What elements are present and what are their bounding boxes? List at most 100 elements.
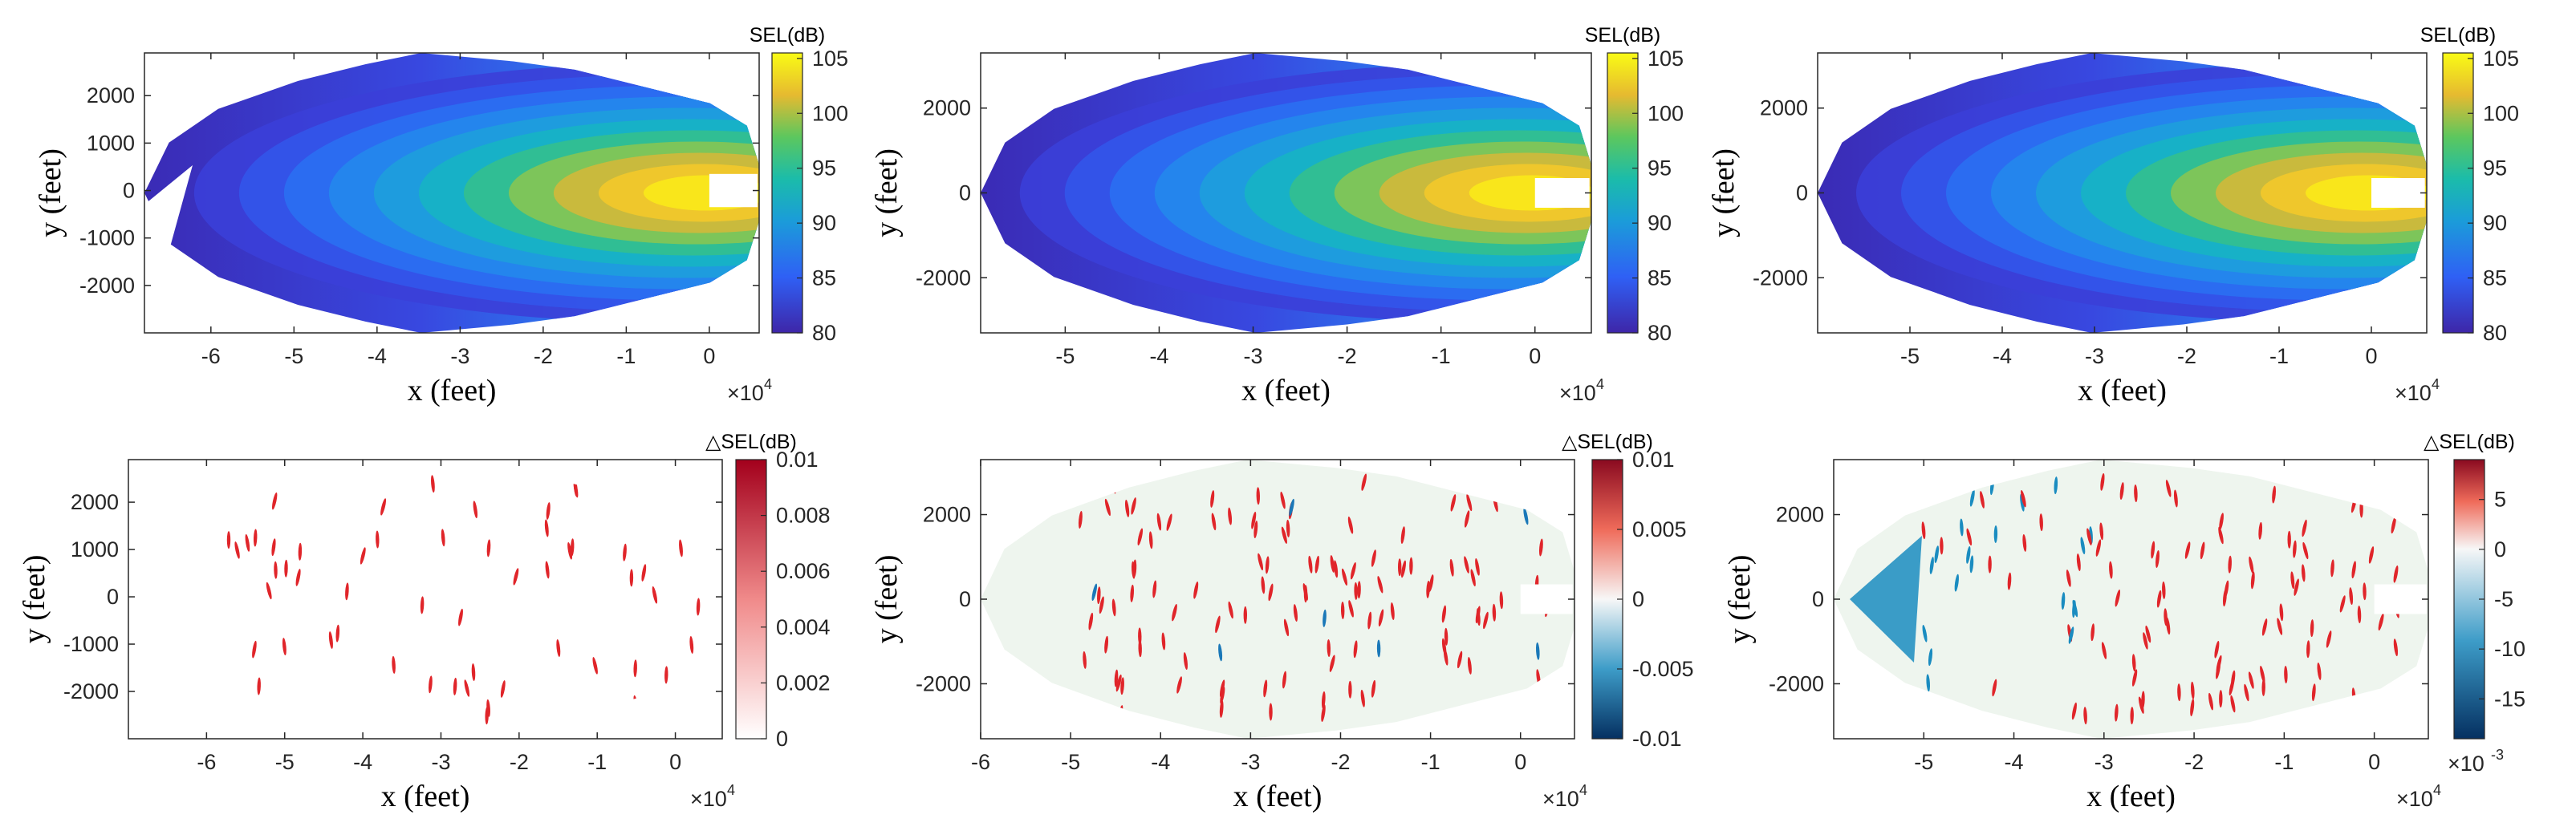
colorbar-tick-label: -15 [2494,687,2525,711]
difference-streak [2224,580,2229,598]
difference-streak [1361,473,1367,491]
x-tick-label: -1 [587,750,607,774]
colorbar-tick-label: 100 [812,101,848,125]
difference-streak [284,559,288,578]
difference-streak [272,492,278,510]
x-tick-label: -2 [1338,344,1357,368]
difference-streak [1308,555,1313,574]
colorbar-tick-label: 0 [1632,587,1644,611]
difference-streak [2290,571,2295,590]
difference-streak [1988,555,1992,574]
difference-streak [2326,630,2332,648]
difference-streak [2228,555,2232,574]
difference-streak [282,638,286,656]
difference-streak [266,582,272,600]
source-gap [2374,584,2427,614]
difference-streak [1397,558,1402,577]
colorbar-tick-label: 100 [1648,101,1684,125]
difference-streak [1156,513,1162,531]
difference-streak [1138,639,1142,658]
difference-streak [1499,591,1504,610]
difference-streak [1378,609,1384,627]
hook-cutout [144,165,193,253]
difference-streak [1476,608,1481,626]
difference-streak [2378,613,2384,631]
difference-streak [335,624,340,642]
difference-streak [1131,497,1136,515]
colorbar-tick-label: 0.002 [776,671,831,695]
difference-streak [1464,510,1470,528]
x-axis-label: x (feet) [1241,374,1331,407]
difference-streak [1220,687,1225,704]
difference-streak [2143,632,2148,650]
difference-streak [1450,494,1457,512]
difference-streak [380,498,387,516]
difference-streak [2294,578,2299,596]
x-tick-label: -5 [284,344,303,368]
x-tick-label: -1 [2274,750,2294,774]
difference-streak [2145,625,2151,643]
difference-streak [1348,680,1352,699]
x-tick-label: -5 [1914,750,1933,774]
colorbar-title: △SEL(dB) [705,431,797,453]
difference-streak [1400,560,1407,578]
colorbar-tick-label: -10 [2494,637,2525,661]
x-scale-multiplier: ×10 [2395,381,2432,405]
x-tick-label: 0 [2365,344,2377,368]
difference-streak [2134,484,2138,502]
difference-streak [1289,498,1294,517]
difference-streak [1350,562,1356,580]
difference-streak [633,659,637,678]
difference-streak [1265,556,1270,574]
difference-streak [295,569,301,586]
difference-streak [1334,560,1339,578]
difference-streak [696,598,701,616]
x-scale-exponent: 4 [1579,782,1587,798]
y-tick-label: 1000 [71,537,119,561]
colorbar-title: SEL(dB) [1585,24,1660,47]
difference-streak [1243,606,1248,624]
x-scale-multiplier: ×10 [1559,381,1596,405]
difference-streak [1302,583,1308,601]
x-axis-label: x (feet) [1233,780,1323,813]
difference-streak [1400,526,1405,545]
colorbar-scale-multiplier: ×10 [2448,752,2485,776]
difference-streak [1371,679,1376,698]
difference-streak [2261,678,2265,696]
x-scale-exponent: 4 [2432,376,2440,392]
x-tick-label: -3 [431,750,450,774]
difference-streak [1921,521,1926,540]
x-scale-exponent: 4 [764,376,772,392]
difference-streak [2351,561,2356,579]
difference-streak [2214,640,2220,659]
difference-streak [1954,574,1959,592]
difference-streak [1928,648,1933,667]
colorbar-tick-label: 80 [812,321,836,345]
difference-streak [1088,612,1094,630]
difference-streak [2249,556,2254,574]
x-tick-label: 0 [669,750,681,774]
y-tick-label: 2000 [923,96,971,120]
difference-streak [1475,557,1480,576]
colorbar-tick-label: 0.008 [776,504,831,528]
difference-streak [2086,528,2092,545]
difference-streak [2190,681,2195,699]
x-tick-label: -3 [2085,344,2104,368]
difference-streak [1470,569,1476,587]
x-scale-exponent: 4 [1596,376,1604,392]
difference-streak [1467,656,1472,675]
difference-streak [2114,703,2119,722]
chart-panel-top-left: -6 -5 -4 -3 -2 -1 0 2000 1000 0 -1000 -2000 x (feet)… [34,24,848,407]
y-tick-label: 0 [959,587,971,611]
y-tick-label: -2000 [916,265,971,290]
difference-streak [1268,583,1274,602]
difference-streak [1124,499,1130,517]
y-tick-label: 1000 [87,131,135,155]
difference-streak [592,657,598,675]
difference-streak [2219,513,2224,531]
difference-streak [486,699,490,717]
difference-streak [1426,580,1430,598]
y-tick-label: -2000 [1769,671,1824,695]
difference-streak [2368,546,2375,564]
difference-streak [430,475,435,493]
